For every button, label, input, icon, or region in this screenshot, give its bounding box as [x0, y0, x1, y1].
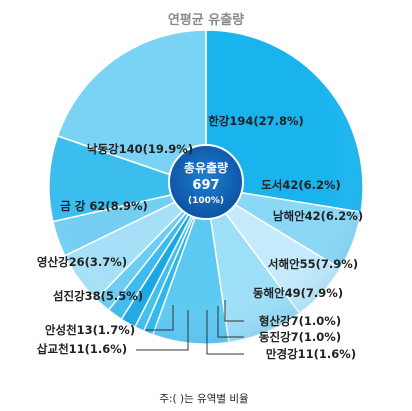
footnote: 주:( )는 유역별 비율 [159, 393, 249, 405]
label-leader-lines [136, 300, 244, 355]
center-total-percent: (100%) [188, 196, 224, 206]
slice-labels: 한강194(27.8%) 도서42(6.2%) 남해안42(6.2%) 서해안55(7… [37, 114, 363, 361]
leader-line-3 [206, 310, 244, 355]
chart-title: 연평균 유출량 [168, 12, 244, 28]
leader-line-5 [145, 305, 174, 331]
slice-label-10: 안성천13(1.7%) [45, 323, 135, 337]
slice-label-3: 남해안42(6.2%) [273, 209, 363, 223]
slice-label-2: 도서42(6.2%) [261, 178, 341, 192]
leader-line-1 [224, 300, 244, 322]
slice-label-9: 삽교천11(1.6%) [37, 342, 127, 356]
slice-label-4: 서해안55(7.9%) [268, 257, 358, 271]
center-total-value: 697 [192, 178, 219, 193]
slice-label-13: 금 강 62(8.9%) [60, 199, 148, 213]
slice-label-12: 영산강26(3.7%) [37, 255, 127, 269]
leader-line-2 [217, 306, 244, 338]
center-badge [168, 144, 244, 220]
slice-label-7: 동진강7(1.0%) [259, 330, 341, 344]
slice-label-6: 형산강7(1.0%) [259, 314, 341, 328]
slice-label-5: 동해안49(7.9%) [253, 286, 343, 300]
slice-label-14: 낙동강140(19.9%) [87, 142, 193, 156]
center-total-label: 총유출량 [184, 160, 228, 175]
slice-label-8: 만경강11(1.6%) [266, 347, 356, 361]
slice-label-1: 한강194(27.8%) [208, 114, 304, 128]
leader-line-4 [136, 310, 189, 351]
slice-label-11: 섬진강38(5.5%) [53, 289, 143, 303]
